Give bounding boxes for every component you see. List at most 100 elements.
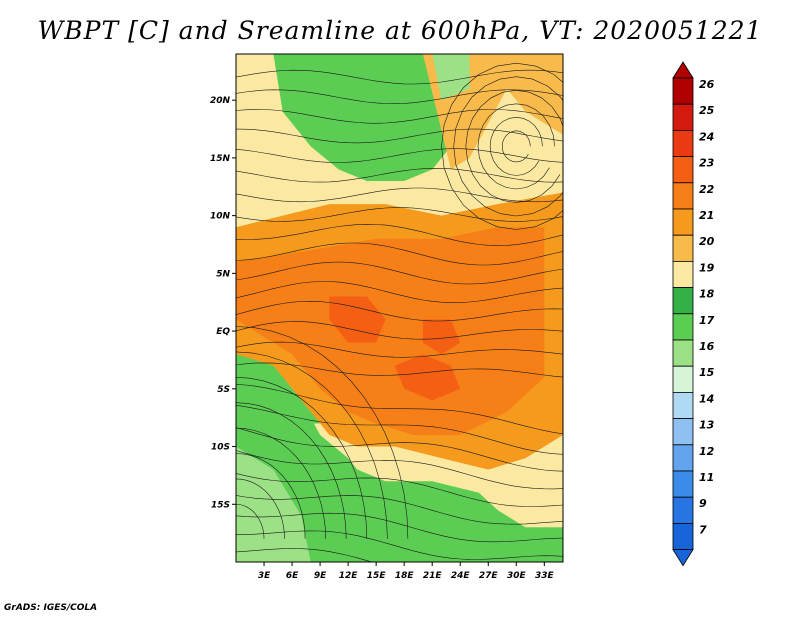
streamline [236,495,563,525]
streamline [501,130,531,163]
streamline [465,89,563,203]
streamline [236,207,563,222]
field-green-north2 [432,54,470,101]
colorbar-label: 22 [699,183,715,196]
streamline [236,261,563,285]
streamline [236,109,563,124]
x-tick-label: 21E [423,571,443,581]
streamline [236,530,563,560]
y-tick-label: 5N [216,269,230,279]
colorbar-swatch [672,208,694,236]
colorbar-swatch [672,260,694,288]
field-green-north [273,54,423,147]
colorbar-swatch [672,234,694,262]
streamline [236,223,563,246]
colorbar-label: 14 [699,392,714,405]
grads-credit: GrADS: IGES/COLA [4,603,98,613]
colorbar-label: 17 [699,314,715,327]
colorbar-label: 13 [699,419,715,432]
field-green-south [385,492,563,562]
colorbar-swatch [672,444,694,472]
streamline [236,148,563,163]
streamline [236,326,409,539]
colorbar-label: 18 [699,288,715,301]
y-tick-label: 15S [211,500,230,510]
y-tick-label: 10N [210,212,231,222]
streamline [236,341,563,358]
colorbar-swatch [672,496,694,524]
colorbar-label: 26 [699,78,715,91]
colorbar-swatch [672,418,694,446]
colorbar-swatch [672,182,694,210]
x-tick-label: 9E [314,571,327,581]
streamline [489,116,543,176]
colorbar: 26 25 24 23 22 21 20 19 18 17 16 15 14 13 12 11 9 7 [672,61,715,567]
streamline [236,453,306,539]
streamline [236,300,563,322]
streamline [236,402,347,539]
field-hot-23 [394,354,461,401]
colorbar-label: 19 [699,261,715,274]
x-axis: 3E 6E 9E 12E 15E 18E 21E 24E 27E 30E 33E [258,562,555,581]
streamline [236,384,563,435]
streamline [236,427,326,539]
colorbar-swatch [672,339,694,367]
streamline [236,321,563,340]
colorbar-swatch [672,103,694,131]
colorbar-swatch [672,156,694,184]
x-tick-label: 3E [258,571,271,581]
x-tick-label: 15E [367,571,387,581]
colorbar-label: 25 [699,104,715,117]
field-northwest [236,54,264,135]
colorbar-swatch [672,523,694,551]
streamline [236,167,563,183]
chart-title: WBPT [C] and Sreamline at 600hPa, VT: 20… [37,16,763,45]
y-tick-label: 15N [210,154,231,164]
x-tick-label: 24E [451,571,471,581]
streamline [236,89,563,104]
map-frame [235,53,564,563]
streamline [236,404,563,455]
y-tick-label: 5S [217,385,230,395]
x-tick-label: 30E [507,571,527,581]
x-tick-label: 12E [339,571,359,581]
streamline [236,242,563,266]
streamline [236,478,285,539]
colorbar-label: 16 [699,340,715,353]
field-lightgreen-southwest [236,446,311,562]
colorbar-label: 20 [699,235,715,248]
x-tick-label: 18E [395,571,415,581]
streamline [236,281,563,303]
colorbar-swatch [672,287,694,315]
x-tick-label: 33E [535,571,555,581]
y-tick-label: 20N [210,96,231,106]
streamline [236,473,563,507]
colorbar-swatch [672,129,694,157]
colorbar-label: 23 [699,157,715,170]
streamline [441,62,563,230]
streamline [477,103,555,190]
map-area [236,54,563,562]
colorbar-label: 7 [699,523,707,536]
streamlines [236,62,563,562]
streamline [236,187,563,203]
field-hot-23 [329,296,386,343]
colorbar-swatch [672,365,694,393]
colorbar-arrow-top [672,61,694,79]
colorbar-label: 12 [699,445,715,458]
colorbar-swatch [672,391,694,419]
field-hot-23 [422,319,461,355]
streamline [236,504,265,539]
x-tick-label: 27E [479,571,499,581]
streamline [236,351,388,539]
colorbar-label: 15 [699,366,715,379]
colorbar-arrow-bottom [672,549,694,567]
colorbar-label: 11 [699,471,714,484]
streamline [236,427,563,472]
streamline [236,512,563,543]
streamline [236,548,373,562]
streamline [236,128,563,144]
streamline [236,377,368,539]
streamline [236,450,563,490]
